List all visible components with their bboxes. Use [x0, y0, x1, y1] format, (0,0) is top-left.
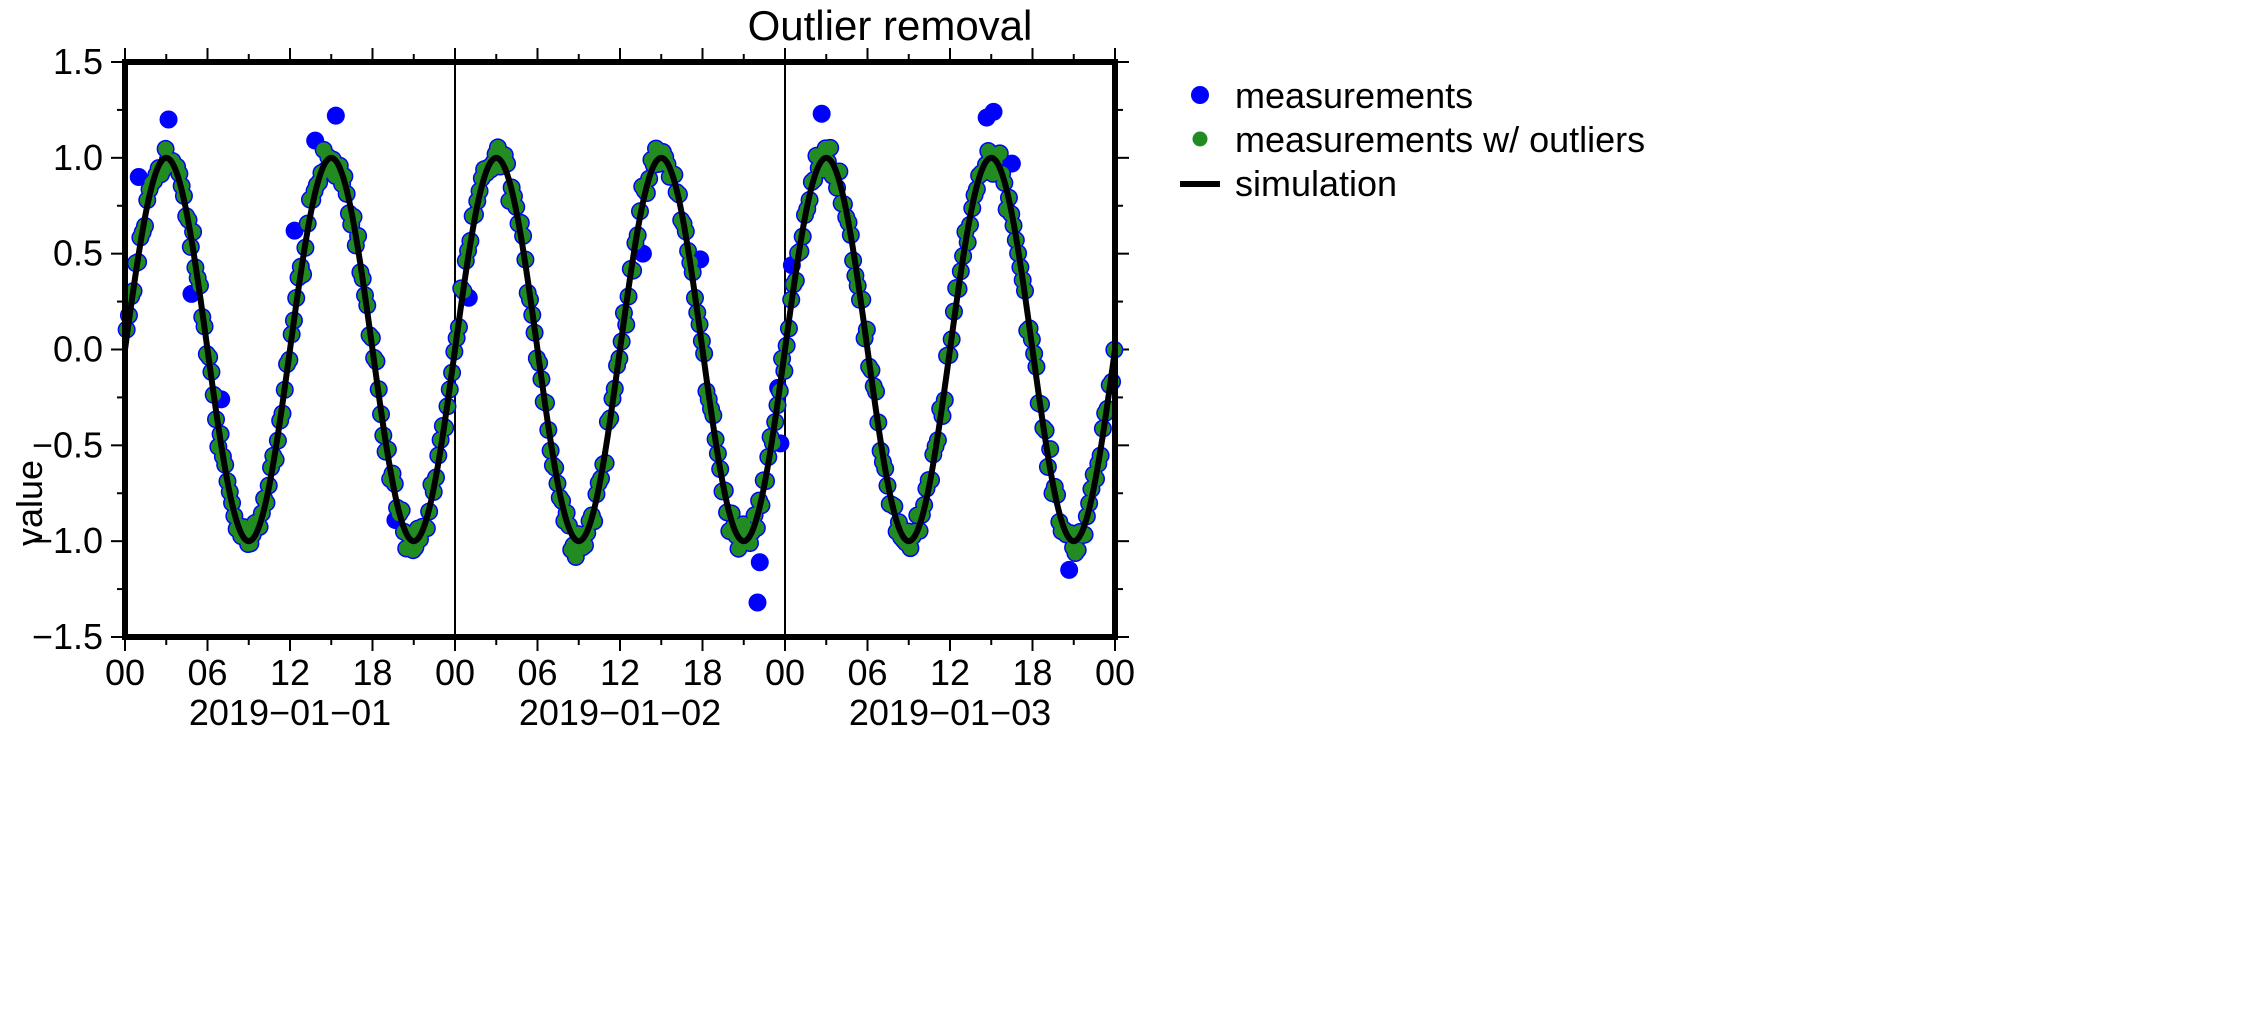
- x-tick-label: 00: [765, 652, 805, 693]
- outlier-point: [1002, 154, 1021, 173]
- outlier-point: [285, 221, 304, 240]
- y-tick-label: −0.5: [32, 424, 103, 465]
- simulation-series: [122, 154, 1118, 545]
- outlier-point: [748, 593, 767, 612]
- x-tick-label: 18: [352, 652, 392, 693]
- y-tick-label: −1.0: [32, 520, 103, 561]
- x-tick-label: 18: [1012, 652, 1052, 693]
- y-tick-label: −1.5: [32, 616, 103, 657]
- x-tick-label: 12: [270, 652, 310, 693]
- y-axis-label: value: [9, 460, 50, 546]
- x-date-label: 2019−01−03: [849, 692, 1051, 733]
- x-tick-label: 06: [517, 652, 557, 693]
- legend-label: measurements w/ outliers: [1235, 119, 1645, 160]
- x-tick-label: 18: [682, 652, 722, 693]
- plot-frame: [122, 59, 1118, 640]
- outlier-point: [984, 102, 1003, 121]
- outlier-point: [812, 104, 831, 123]
- x-tick-labels: 00 06 12 18 00 06 12 18 00 06 12 18 00 2019−01−01 2019…: [105, 652, 1135, 733]
- legend-label: measurements: [1235, 75, 1473, 116]
- outlier-point: [129, 168, 148, 186]
- outlier-point: [159, 110, 178, 129]
- x-date-label: 2019−01−02: [519, 692, 721, 733]
- measurement-w-outliers-point: [822, 140, 838, 156]
- legend-label: simulation: [1235, 163, 1397, 204]
- x-tick-label: 12: [600, 652, 640, 693]
- x-tick-label: 00: [1095, 652, 1135, 693]
- legend-marker-outliers: [1192, 131, 1208, 147]
- x-tick-label: 00: [105, 652, 145, 693]
- y-tick-label: 1.0: [53, 137, 103, 178]
- outlier-point: [750, 553, 769, 572]
- y-tick-label: 0.0: [53, 329, 103, 370]
- simulation-line: [122, 154, 1118, 545]
- chart-title: Outlier removal: [748, 2, 1033, 49]
- measurement-w-outliers-point: [902, 540, 918, 556]
- outlier-point: [326, 106, 345, 125]
- x-tick-label: 06: [187, 652, 227, 693]
- y-tick-labels: 1.5 1.0 0.5 0.0 −0.5 −1.0 −1.5: [32, 41, 103, 657]
- outlier-point: [1060, 560, 1079, 579]
- x-tick-label: 06: [847, 652, 887, 693]
- y-tick-label: 1.5: [53, 41, 103, 82]
- legend-marker-measurements: [1191, 86, 1209, 104]
- y-tick-label: 0.5: [53, 233, 103, 274]
- x-tick-label: 00: [435, 652, 475, 693]
- x-date-label: 2019−01−01: [189, 692, 391, 733]
- measurement-w-outliers-point: [1070, 542, 1086, 558]
- x-tick-label: 12: [930, 652, 970, 693]
